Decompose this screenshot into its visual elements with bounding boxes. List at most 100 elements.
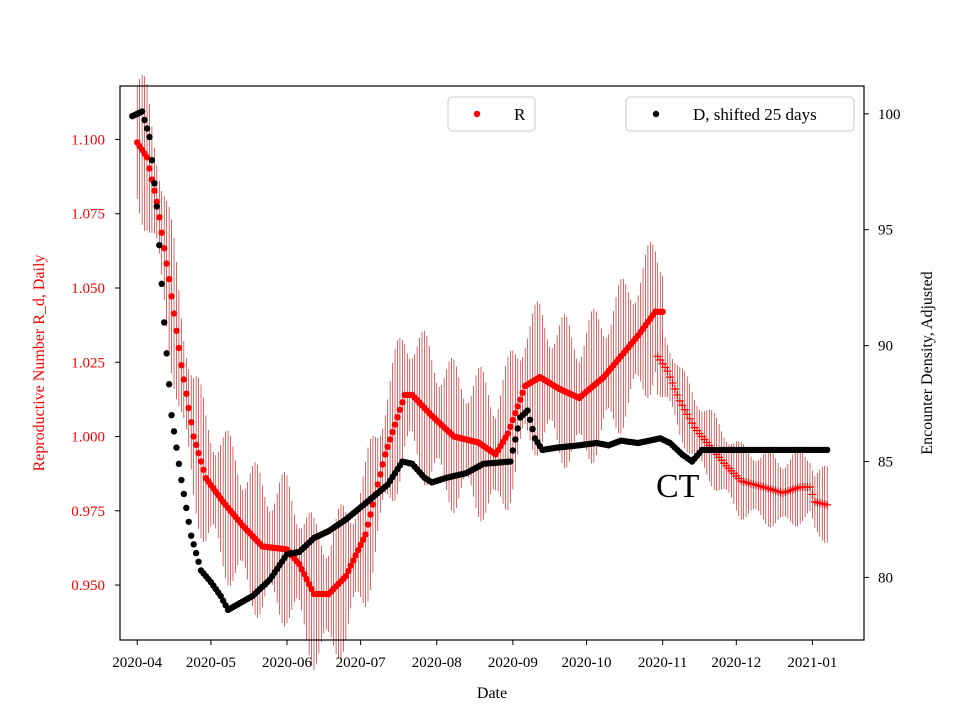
- y-right-tick-label: 90: [878, 339, 893, 355]
- y-right-axis-ticks: 80 85 90 95 100: [864, 107, 901, 586]
- data-point: [394, 414, 401, 421]
- data-point: [192, 441, 200, 449]
- data-point: [197, 458, 205, 465]
- y-right-axis-label: Encounter Density, Adjusted: [919, 271, 936, 454]
- data-point: [680, 405, 689, 414]
- y-right-tick-label: 80: [878, 570, 893, 586]
- data-point: [175, 344, 183, 352]
- ct-annotation: CT: [656, 468, 700, 505]
- data-point: [514, 403, 521, 410]
- data-point: [173, 444, 180, 451]
- x-axis-ticks: 2020-04 2020-05 2020-06 2020-07 2020-08 2020-…: [112, 640, 837, 671]
- data-point: [195, 449, 202, 457]
- data-point: [367, 511, 374, 518]
- x-tick-label: 2020-07: [336, 655, 386, 671]
- data-point: [308, 585, 315, 593]
- data-point: [143, 125, 151, 132]
- legend-r-marker: [473, 110, 481, 118]
- data-point: [659, 308, 666, 315]
- data-point: [168, 293, 175, 300]
- y-left-axis-ticks: 0.950 0.975 1.000 1.025 1.050 1.075 1.100: [71, 132, 120, 594]
- data-point: [153, 203, 161, 210]
- data-point: [377, 471, 384, 478]
- data-point: [526, 416, 534, 423]
- data-point: [391, 421, 399, 428]
- data-point: [507, 423, 514, 430]
- data-point: [524, 407, 531, 414]
- data-point: [156, 241, 163, 249]
- marks-group: [129, 108, 832, 614]
- data-point: [688, 419, 697, 428]
- data-point: [512, 436, 519, 443]
- data-point: [509, 447, 517, 454]
- data-point: [183, 504, 190, 512]
- data-point: [683, 410, 692, 419]
- y-left-tick-label: 1.075: [71, 207, 105, 223]
- data-point: [195, 558, 202, 565]
- data-point: [180, 490, 188, 498]
- y-left-tick-label: 1.000: [71, 430, 105, 446]
- data-point: [156, 214, 163, 221]
- data-point: [384, 443, 391, 451]
- legend-d: D, shifted 25 days: [625, 96, 855, 132]
- data-point: [357, 541, 364, 549]
- data-point: [670, 384, 679, 393]
- data-point: [678, 401, 687, 410]
- data-point: [185, 404, 192, 412]
- y-left-tick-label: 1.100: [71, 132, 105, 148]
- data-point: [514, 425, 521, 432]
- x-tick-label: 2020-08: [412, 655, 462, 671]
- data-point: [158, 229, 165, 236]
- x-tick-label: 2020-12: [711, 655, 761, 671]
- data-point: [389, 428, 396, 436]
- legend-d-label: D, shifted 25 days: [693, 105, 817, 124]
- data-point: [666, 373, 675, 382]
- data-point: [374, 481, 382, 488]
- x-tick-label: 2020-10: [562, 655, 612, 671]
- data-point: [685, 414, 694, 423]
- data-point: [303, 575, 310, 583]
- data-point: [342, 572, 350, 580]
- data-point: [509, 416, 517, 424]
- data-point: [386, 436, 394, 443]
- x-tick-label: 2020-04: [112, 655, 162, 671]
- data-point: [359, 536, 367, 543]
- data-point: [163, 350, 170, 357]
- y-left-tick-label: 1.050: [71, 281, 105, 297]
- data-point: [188, 419, 195, 426]
- data-point: [151, 180, 158, 187]
- x-tick-label: 2020-09: [488, 655, 538, 671]
- data-point: [529, 425, 536, 433]
- data-point: [379, 461, 386, 468]
- data-point: [362, 531, 369, 538]
- data-point: [381, 451, 389, 458]
- data-point: [200, 466, 207, 473]
- data-point: [165, 275, 173, 283]
- data-point: [507, 458, 514, 465]
- data-point: [519, 389, 526, 397]
- data-point: [512, 409, 519, 417]
- data-point: [823, 500, 832, 509]
- data-point: [178, 362, 185, 369]
- data-point: [673, 390, 682, 399]
- data-point: [158, 280, 165, 288]
- data-point: [399, 399, 406, 406]
- x-tick-label: 2021-01: [787, 655, 837, 671]
- data-point: [396, 406, 404, 413]
- y-right-tick-label: 95: [878, 223, 893, 239]
- data-point: [808, 490, 817, 499]
- data-point: [138, 108, 146, 115]
- data-point: [168, 411, 175, 419]
- data-point: [143, 154, 151, 161]
- data-point: [170, 310, 178, 317]
- data-point: [183, 390, 190, 397]
- data-point: [298, 566, 305, 573]
- data-point: [517, 396, 524, 403]
- legend-r-label: R: [514, 105, 526, 124]
- data-point: [190, 541, 197, 548]
- data-point: [146, 133, 153, 141]
- data-point: [192, 549, 200, 557]
- data-point: [352, 552, 359, 559]
- data-point: [347, 562, 355, 569]
- data-point: [354, 546, 362, 554]
